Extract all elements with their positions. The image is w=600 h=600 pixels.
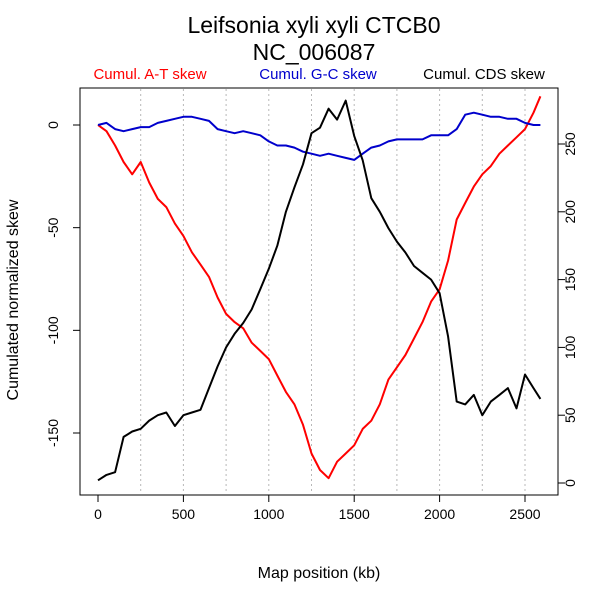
- x-axis-label: Map position (kb): [258, 565, 381, 582]
- x-axis: 0 500 1000 1500 2000 2500: [94, 494, 541, 522]
- x-tick-label: 2500: [509, 506, 540, 522]
- chart-title-line2: NC_006087: [253, 39, 376, 65]
- legend-cds-skew: Cumul. CDS skew: [423, 66, 545, 83]
- x-tick-label: 500: [172, 506, 196, 522]
- legend-gc-skew: Cumul. G-C skew: [259, 66, 377, 83]
- y-right-tick-label: 50: [562, 407, 578, 423]
- cds-skew-line: [97, 99, 542, 482]
- x-tick-label: 2000: [424, 506, 455, 522]
- y-right-tick-label: 150: [562, 268, 578, 292]
- x-tick-label: 1000: [253, 506, 284, 522]
- at-skew-line: [97, 95, 542, 480]
- x-tick-label: 0: [94, 506, 102, 522]
- y-axis-right: 0 50 100 150 200 250: [558, 132, 578, 487]
- gc-skew-line: [97, 111, 541, 161]
- y-right-tick-label: 0: [562, 479, 578, 487]
- y-left-tick-label: -50: [45, 217, 61, 237]
- x-tick-label: 1500: [339, 506, 370, 522]
- y-axis-left: 0 -50 -100 -150: [45, 121, 80, 447]
- y-right-tick-label: 100: [562, 336, 578, 360]
- y-left-tick-label: 0: [45, 121, 61, 129]
- y-left-tick-label: -100: [45, 316, 61, 344]
- legend-at-skew: Cumul. A-T skew: [93, 66, 206, 83]
- y-left-tick-label: -150: [45, 419, 61, 447]
- y-right-tick-label: 250: [562, 132, 578, 156]
- chart-title-line1: Leifsonia xyli xyli CTCB0: [187, 12, 440, 38]
- series-layer: [97, 95, 542, 482]
- y-axis-label: Cumulated normalized skew: [5, 199, 22, 400]
- y-right-tick-label: 200: [562, 200, 578, 224]
